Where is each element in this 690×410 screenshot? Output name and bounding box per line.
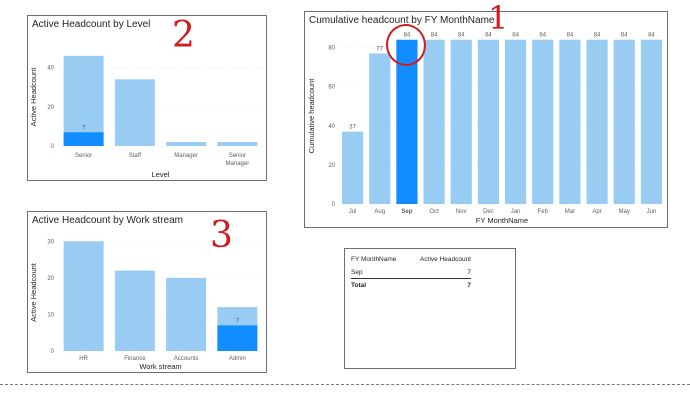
x-tick-label-senior-manager: Senior <box>229 153 246 159</box>
matrix-table: FY MonthName Active Headcount Sep 7 Tota… <box>351 256 471 289</box>
data-label-mar: 84 <box>567 33 574 39</box>
bar-finance <box>114 270 155 351</box>
table-row[interactable]: Sep 7 <box>351 269 471 279</box>
data-label-dec: 84 <box>485 33 492 39</box>
y-tick-label: 40 <box>47 66 54 72</box>
x-tick-label-oct: Oct <box>429 209 439 215</box>
matrix-table-card[interactable]: FY MonthName Active Headcount Sep 7 Tota… <box>344 248 516 369</box>
data-label-jun: 84 <box>648 33 655 39</box>
y-tick-label: 0 <box>51 349 55 355</box>
bar-aug <box>369 53 391 204</box>
x-tick-label-jun: Jun <box>647 209 657 215</box>
x-axis-title: Level <box>152 170 170 179</box>
y-tick-label: 10 <box>47 312 54 318</box>
bar-jul <box>341 131 364 204</box>
x-tick-label-staff: Staff <box>129 153 142 159</box>
x-tick-label-hr: HR <box>79 356 88 362</box>
annotation-number-2: 2 <box>172 15 195 56</box>
bar-manager <box>166 142 207 146</box>
y-tick-label: 60 <box>328 85 335 91</box>
y-axis-title: Cumulative headcount <box>307 78 316 154</box>
x-tick-label-aug: Aug <box>374 209 385 215</box>
bar-accounts <box>166 277 207 351</box>
bar-apr <box>586 39 608 204</box>
x-tick-label-accounts: Accounts <box>174 356 199 362</box>
bar-staff <box>114 79 155 146</box>
table-header-month: FY MonthName <box>351 256 397 263</box>
x-tick-label-admin: Admin <box>229 356 246 362</box>
table-total-value: 7 <box>467 282 471 289</box>
bar-may <box>613 39 635 204</box>
bar-nov <box>450 39 472 204</box>
x-tick-label-senior-manager: Manager <box>226 161 250 167</box>
y-tick-label: 0 <box>51 144 55 150</box>
page-divider <box>0 384 690 385</box>
bar-feb <box>532 39 554 204</box>
data-label-sep: 84 <box>404 33 411 39</box>
y-tick-label: 20 <box>47 276 54 282</box>
bar-senior <box>63 55 104 147</box>
data-label-jan: 84 <box>512 33 519 39</box>
data-label-feb: 84 <box>539 33 546 39</box>
table-total-label: Total <box>351 282 367 289</box>
data-label-admin: 7 <box>236 318 240 324</box>
y-tick-label: 30 <box>47 239 54 245</box>
x-tick-label-dec: Dec <box>483 209 494 215</box>
y-axis-title: Active Headcount <box>29 67 38 127</box>
data-label-oct: 84 <box>431 33 438 39</box>
table-header-value: Active Headcount <box>420 256 471 263</box>
data-label-apr: 84 <box>594 33 601 39</box>
table-cell-month: Sep <box>351 269 363 276</box>
bar-mar <box>559 39 581 204</box>
workstream-chart-title: Active Headcount by Work stream <box>32 215 183 226</box>
x-tick-label-may: May <box>619 209 630 215</box>
data-label-senior: 7 <box>82 125 86 131</box>
x-tick-label-mar: Mar <box>565 209 575 215</box>
y-tick-label: 40 <box>328 124 335 130</box>
workstream-chart-card[interactable]: Active Headcount by Work stream 0 10 20 30 H… <box>27 211 267 373</box>
bar-sep <box>396 39 418 204</box>
y-tick-label: 20 <box>328 163 335 169</box>
annotation-number-1: 1 <box>488 0 509 37</box>
table-cell-value: 7 <box>467 269 471 276</box>
bar-dec <box>477 39 500 204</box>
bar-senior-manager <box>217 142 258 146</box>
x-tick-label-jan: Jan <box>511 209 521 215</box>
x-tick-label-manager: Manager <box>174 153 198 159</box>
y-axis-title: Active Headcount <box>29 262 38 322</box>
annotation-number-3: 3 <box>210 215 233 256</box>
table-total-row: Total 7 <box>351 279 471 289</box>
bar-jan <box>504 39 527 204</box>
workstream-bar-chart[interactable]: 0 10 20 30 HR Finance Accounts 7 Admin Work strea… <box>28 212 268 374</box>
y-tick-label: 0 <box>332 202 336 208</box>
level-chart-title: Active Headcount by Level <box>32 19 151 30</box>
data-label-nov: 84 <box>458 33 465 39</box>
x-axis-title: Work stream <box>139 362 181 371</box>
y-tick-label: 80 <box>328 46 335 52</box>
bar-highlight-admin <box>217 325 258 351</box>
x-axis-title: FY MonthName <box>476 216 528 225</box>
level-chart-card[interactable]: Active Headcount by Level 0 20 40 7 Senior St… <box>27 15 267 181</box>
bar-highlight-senior <box>63 132 104 146</box>
level-bar-chart[interactable]: 0 20 40 7 Senior Staff Manager Senior Manager Lev… <box>28 16 268 182</box>
x-tick-label-feb: Feb <box>538 209 549 215</box>
data-label-jul: 37 <box>349 125 356 131</box>
bar-oct <box>423 39 445 204</box>
data-label-may: 84 <box>621 33 628 39</box>
x-tick-label-nov: Nov <box>456 209 467 215</box>
x-tick-label-jul: Jul <box>349 209 357 215</box>
bar-hr <box>63 241 104 351</box>
cumulative-bar-chart[interactable]: 0 20 40 60 80 37 Jul 77 Aug 84 Sep 84 Oct 84 Nov 84 Dec 8… <box>305 12 669 229</box>
y-tick-label: 20 <box>47 105 54 111</box>
x-tick-label-apr: Apr <box>592 209 601 215</box>
x-tick-label-finance: Finance <box>124 356 146 362</box>
data-label-aug: 77 <box>376 46 383 52</box>
cumulative-chart-card[interactable]: Cumulative headcount by FY MonthName 0 20… <box>304 11 668 228</box>
x-tick-label-sep: Sep <box>401 209 412 215</box>
bar-jun <box>640 39 663 204</box>
cumulative-chart-title: Cumulative headcount by FY MonthName <box>309 15 495 26</box>
table-header-row: FY MonthName Active Headcount <box>351 256 471 263</box>
x-tick-label-senior: Senior <box>75 153 92 159</box>
